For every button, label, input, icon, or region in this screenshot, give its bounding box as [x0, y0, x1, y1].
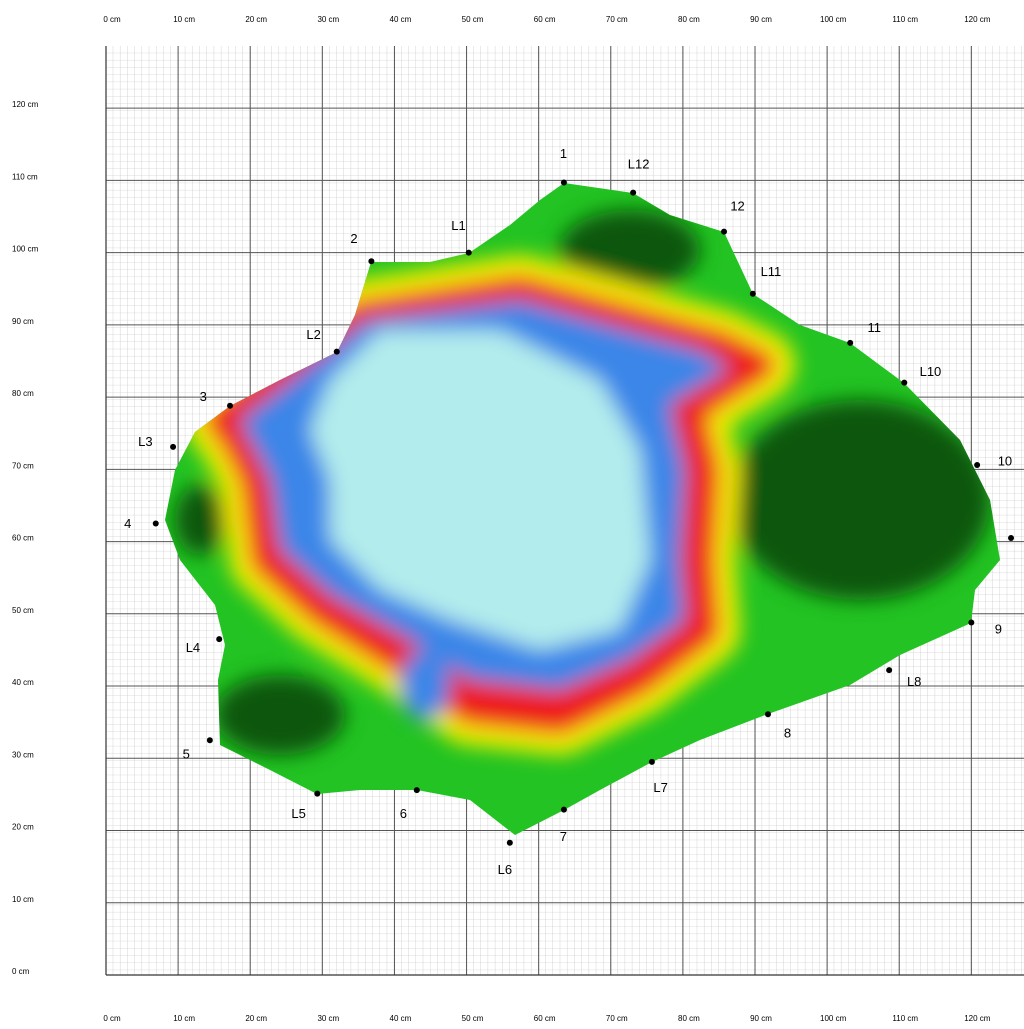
x-tick-label: 60 cm: [534, 15, 556, 24]
point-label: 10: [998, 453, 1012, 468]
point-label: L3: [138, 434, 152, 449]
y-tick-label: 50 cm: [12, 606, 34, 615]
point: [333, 348, 340, 355]
x-tick-label: 30 cm: [317, 15, 339, 24]
point: [968, 619, 975, 626]
y-tick-label: 60 cm: [12, 534, 34, 543]
points: 1 L12 12 L11 11 L10 10 9 L8 8 L7 7 L6 6 L5 5 L4 4 L3 3 L2 2 L1: [124, 146, 1015, 877]
point: [648, 758, 655, 765]
point: [560, 806, 567, 813]
point-label: 6: [400, 806, 407, 821]
point: [206, 737, 213, 744]
point-label: 11: [867, 320, 881, 335]
point-label: L1: [451, 218, 465, 233]
y-tick-label: 70 cm: [12, 461, 34, 470]
x-tick-label: 40 cm: [390, 1014, 412, 1023]
x-tick-label: 90 cm: [750, 15, 772, 24]
point: [901, 379, 908, 386]
y-tick-label: 120 cm: [12, 100, 39, 109]
y-tick-label: 20 cm: [12, 823, 34, 832]
pressure-map: [165, 183, 1000, 835]
x-tick-label: 70 cm: [606, 1014, 628, 1023]
point-label: L7: [653, 780, 667, 795]
y-tick-label: 30 cm: [12, 750, 34, 759]
point-label: 12: [730, 199, 744, 214]
point: [886, 667, 893, 674]
y-tick-label: 10 cm: [12, 895, 34, 904]
x-tick-label: 120 cm: [964, 15, 991, 24]
point-label: L8: [907, 674, 921, 689]
point-label: L10: [920, 364, 942, 379]
y-tick-label: 90 cm: [12, 317, 34, 326]
point-label: L12: [628, 157, 650, 172]
point: [413, 787, 420, 794]
x-tick-label: 110 cm: [892, 1014, 918, 1023]
point-label: 7: [560, 829, 567, 844]
point-label: 2: [350, 231, 357, 246]
point: [216, 636, 223, 643]
x-tick-label: 50 cm: [462, 1014, 484, 1023]
x-tick-label: 90 cm: [750, 1014, 772, 1023]
x-tick-label: 0 cm: [103, 1014, 121, 1023]
x-tick-label: 10 cm: [173, 15, 195, 24]
x-tick-label: 40 cm: [390, 15, 412, 24]
point-label: 1: [560, 146, 567, 161]
y-tick-label: 100 cm: [12, 245, 39, 254]
x-tick-label: 80 cm: [678, 1014, 700, 1023]
point: [170, 443, 177, 450]
y-tick-label: 0 cm: [12, 967, 30, 976]
point-label: L6: [498, 862, 512, 877]
x-tick-label: 80 cm: [678, 15, 700, 24]
point: [368, 258, 375, 265]
point: [314, 790, 321, 797]
y-tick-label: 40 cm: [12, 678, 34, 687]
x-tick-label: 0 cm: [103, 15, 121, 24]
x-tick-label: 120 cm: [964, 1014, 991, 1023]
x-tick-label: 110 cm: [892, 15, 918, 24]
point-label: L2: [306, 327, 320, 342]
point: [506, 839, 513, 846]
x-tick-label: 10 cm: [173, 1014, 195, 1023]
point: [721, 228, 728, 235]
y-tick-label: 110 cm: [12, 172, 38, 181]
point: [764, 711, 771, 718]
point: [560, 179, 567, 186]
point: [1008, 534, 1015, 541]
point-label: 8: [784, 726, 791, 741]
point-label: L4: [186, 640, 200, 655]
point: [974, 461, 981, 468]
point-label: L11: [761, 264, 782, 279]
x-tick-label: 100 cm: [820, 15, 847, 24]
x-tick-label: 70 cm: [606, 15, 628, 24]
point-label: L5: [291, 806, 305, 821]
point: [847, 339, 854, 346]
point: [749, 290, 756, 297]
y-tick-label: 80 cm: [12, 389, 34, 398]
x-tick-label: 20 cm: [245, 1014, 267, 1023]
point: [630, 189, 637, 196]
x-tick-label: 60 cm: [534, 1014, 556, 1023]
x-tick-label: 50 cm: [462, 15, 484, 24]
point-label: 9: [995, 621, 1002, 636]
point: [465, 249, 472, 256]
point-label: 4: [124, 516, 131, 531]
point: [227, 402, 234, 409]
point-label: 3: [200, 389, 207, 404]
x-tick-label: 20 cm: [245, 15, 267, 24]
point: [152, 520, 159, 527]
point-label: 5: [183, 747, 190, 762]
x-tick-label: 30 cm: [317, 1014, 339, 1023]
x-tick-label: 100 cm: [820, 1014, 847, 1023]
